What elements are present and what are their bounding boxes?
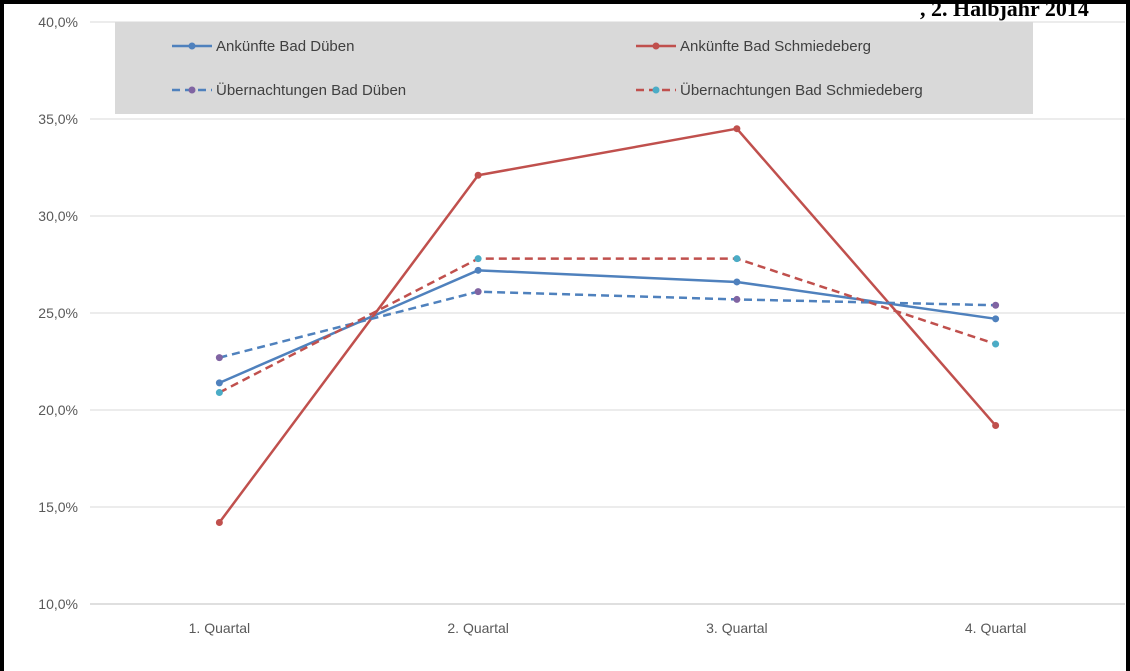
y-tick-label: 40,0%: [38, 14, 78, 30]
grid-lines: [90, 21, 1125, 605]
y-tick-label: 30,0%: [38, 208, 78, 224]
legend-label: Ankünfte Bad Düben: [216, 38, 354, 55]
x-axis-ticks: 1. Quartal 2. Quartal 3. Quartal 4. Quartal: [189, 620, 1027, 636]
data-point: [215, 379, 223, 387]
legend-marker: [188, 42, 196, 50]
data-point: [992, 340, 1000, 348]
legend-marker: [188, 86, 196, 94]
data-point: [992, 422, 1000, 430]
legend-background: [115, 22, 1033, 114]
data-point: [474, 266, 482, 274]
series-lines: [215, 125, 1000, 527]
legend-marker: [652, 42, 660, 50]
series-line: [219, 290, 996, 359]
data-point: [474, 255, 482, 263]
legend: Ankünfte Bad Düben Ankünfte Bad Schmiedeb…: [115, 22, 1033, 114]
data-point: [474, 171, 482, 179]
data-point: [992, 315, 1000, 323]
data-point: [992, 301, 1000, 309]
x-tick-label: 1. Quartal: [189, 620, 250, 636]
legend-marker: [652, 86, 660, 94]
x-tick-label: 2. Quartal: [447, 620, 508, 636]
data-point: [733, 255, 741, 263]
y-axis-ticks: 10,0% 15,0% 20,0% 25,0% 30,0% 35,0% 40,0%: [38, 14, 78, 612]
data-point: [215, 354, 223, 362]
data-point: [474, 288, 482, 296]
y-tick-label: 25,0%: [38, 305, 78, 321]
legend-label: Übernachtungen Bad Schmiedeberg: [680, 81, 923, 99]
y-tick-label: 15,0%: [38, 499, 78, 515]
legend-label: Übernachtungen Bad Düben: [216, 81, 406, 99]
y-tick-label: 35,0%: [38, 111, 78, 127]
x-tick-label: 4. Quartal: [965, 620, 1026, 636]
x-tick-label: 3. Quartal: [706, 620, 767, 636]
data-point: [733, 295, 741, 303]
series-line: [218, 127, 997, 524]
data-point: [215, 389, 223, 397]
data-point: [733, 278, 741, 286]
series-line: [218, 257, 997, 394]
y-tick-label: 20,0%: [38, 402, 78, 418]
chart-title-fragment: , 2. Halbjahr 2014: [920, 0, 1089, 21]
data-point: [215, 519, 223, 527]
legend-label: Ankünfte Bad Schmiedeberg: [680, 38, 871, 55]
data-point: [733, 125, 741, 133]
y-tick-label: 10,0%: [38, 596, 78, 612]
